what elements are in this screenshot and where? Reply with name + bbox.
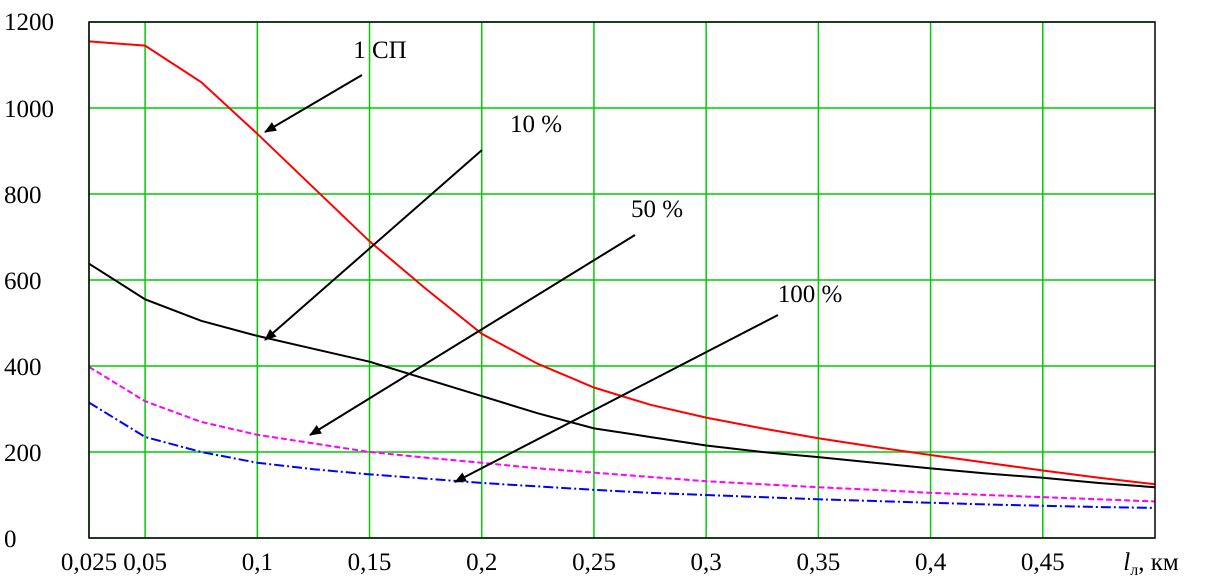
- x-tick-label: 0,2: [466, 549, 497, 576]
- y-tick-label: 600: [4, 268, 42, 295]
- y-tick-label: 800: [4, 182, 42, 209]
- x-tick-label: 0,3: [691, 549, 722, 576]
- y-tick-label: 1200: [4, 9, 54, 36]
- plot-border: [88, 21, 1156, 539]
- x-axis-label: lл, км: [1123, 549, 1179, 579]
- annotation-arrow: [309, 234, 636, 436]
- x-label-symbol: l: [1123, 549, 1130, 576]
- x-tick-label: 0,15: [348, 549, 392, 576]
- annotation-label: 1 СП: [353, 37, 406, 64]
- y-tick-label: 200: [4, 440, 42, 467]
- annotation-arrow: [264, 149, 483, 341]
- x-tick-label: 0,35: [796, 549, 840, 576]
- x-tick-label: 0,25: [572, 549, 616, 576]
- x-tick-label: 0,05: [123, 549, 167, 576]
- x-tick-label: 0,1: [242, 549, 273, 576]
- y-tick-label: 0: [4, 526, 17, 553]
- annotation-arrow: [264, 74, 363, 133]
- x-label-subscript: л: [1130, 562, 1138, 579]
- x-tick-label: 0,025: [61, 549, 117, 576]
- y-tick-label: 1000: [4, 96, 54, 123]
- y-tick-label: 400: [4, 354, 42, 381]
- x-label-unit: , км: [1138, 549, 1179, 576]
- annotation-label: 100 %: [778, 281, 843, 308]
- annotation-arrow: [454, 314, 779, 483]
- x-tick-label: 0,4: [915, 549, 947, 576]
- annotation-label: 50 %: [631, 196, 683, 223]
- annotation-label: 10 %: [510, 111, 562, 138]
- series-line: [88, 401, 1156, 509]
- series-line: [88, 366, 1156, 503]
- x-tick-label: 0,45: [1021, 549, 1065, 576]
